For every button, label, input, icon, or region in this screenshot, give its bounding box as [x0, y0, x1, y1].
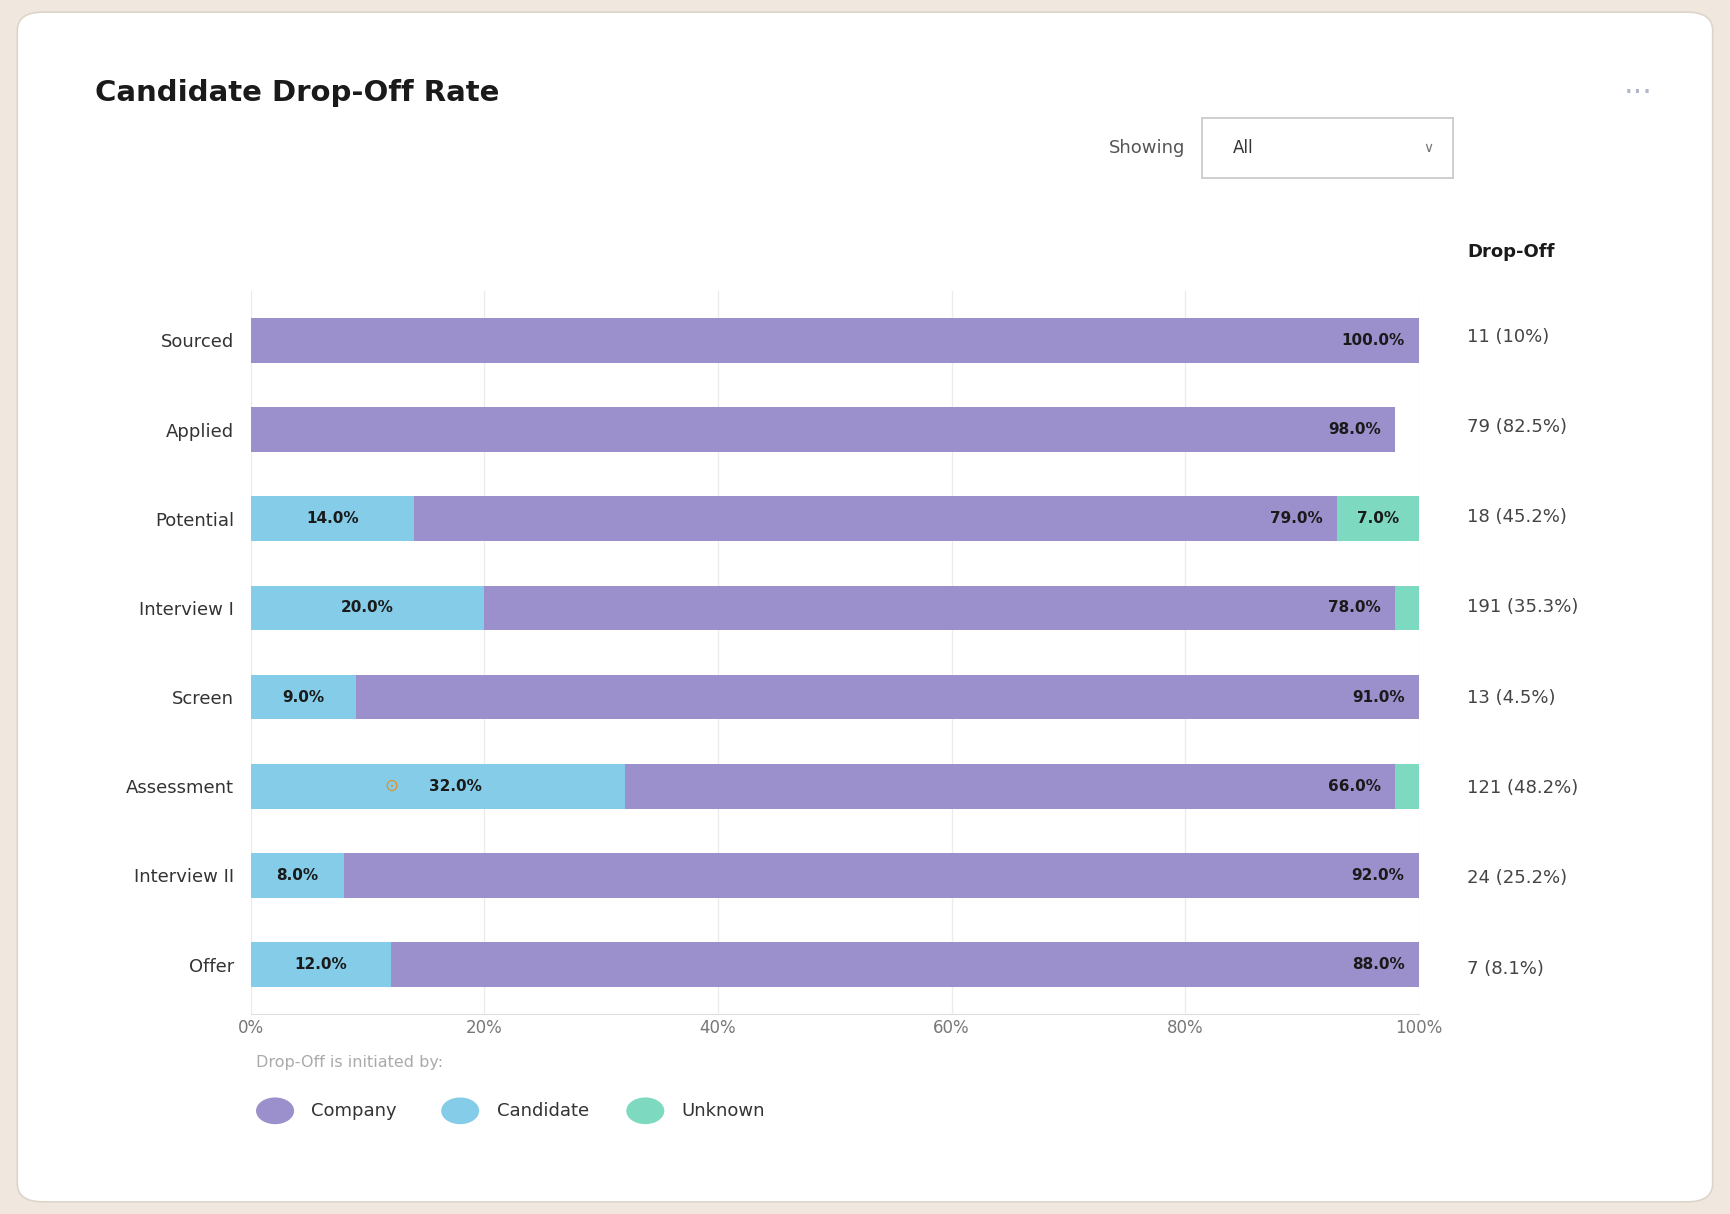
Text: 79.0%: 79.0% [1270, 511, 1323, 526]
Text: 11 (10%): 11 (10%) [1467, 328, 1550, 346]
Bar [1396, 764, 1419, 809]
Text: 7 (8.1%): 7 (8.1%) [1467, 959, 1543, 977]
Text: Unknown: Unknown [682, 1102, 765, 1119]
Text: All: All [1232, 140, 1253, 157]
Text: 191 (35.3%): 191 (35.3%) [1467, 599, 1578, 617]
Bar [344, 853, 1419, 898]
Text: 8.0%: 8.0% [277, 868, 318, 883]
Text: Showing: Showing [1109, 140, 1185, 157]
Text: 66.0%: 66.0% [1329, 779, 1381, 794]
Text: 92.0%: 92.0% [1351, 868, 1405, 883]
Text: 12.0%: 12.0% [294, 957, 348, 972]
Text: 24 (25.2%): 24 (25.2%) [1467, 869, 1567, 887]
Bar [415, 497, 1337, 541]
Bar [391, 942, 1419, 987]
Text: 7.0%: 7.0% [1356, 511, 1400, 526]
Text: ⊙: ⊙ [384, 777, 398, 795]
Text: Drop-Off is initiated by:: Drop-Off is initiated by: [256, 1055, 443, 1070]
Text: Drop-Off: Drop-Off [1467, 243, 1555, 261]
Text: 14.0%: 14.0% [306, 511, 358, 526]
Bar [484, 585, 1396, 630]
Text: 9.0%: 9.0% [282, 690, 325, 704]
Bar [1337, 497, 1419, 541]
Bar [251, 585, 484, 630]
Text: 20.0%: 20.0% [341, 601, 394, 615]
Text: 78.0%: 78.0% [1329, 601, 1381, 615]
Text: 88.0%: 88.0% [1351, 957, 1405, 972]
Text: ···: ··· [1623, 79, 1652, 108]
Bar [251, 497, 415, 541]
Bar [625, 764, 1396, 809]
Bar [356, 675, 1419, 720]
Text: Candidate Drop-Off Rate: Candidate Drop-Off Rate [95, 79, 500, 107]
Bar [251, 764, 625, 809]
Text: 79 (82.5%): 79 (82.5%) [1467, 418, 1567, 436]
Text: 91.0%: 91.0% [1351, 690, 1405, 704]
Bar [251, 407, 1396, 452]
Text: 100.0%: 100.0% [1341, 333, 1405, 348]
Text: Candidate: Candidate [497, 1102, 588, 1119]
Text: 18 (45.2%): 18 (45.2%) [1467, 509, 1567, 526]
Text: ∨: ∨ [1424, 141, 1432, 155]
Text: 98.0%: 98.0% [1329, 422, 1381, 437]
Text: 13 (4.5%): 13 (4.5%) [1467, 688, 1555, 707]
Bar [251, 318, 1419, 363]
Bar [251, 942, 391, 987]
Bar [1396, 585, 1419, 630]
Text: 32.0%: 32.0% [429, 779, 481, 794]
Bar [251, 853, 344, 898]
Text: 121 (48.2%): 121 (48.2%) [1467, 779, 1578, 796]
Bar [251, 675, 356, 720]
Text: Company: Company [311, 1102, 396, 1119]
